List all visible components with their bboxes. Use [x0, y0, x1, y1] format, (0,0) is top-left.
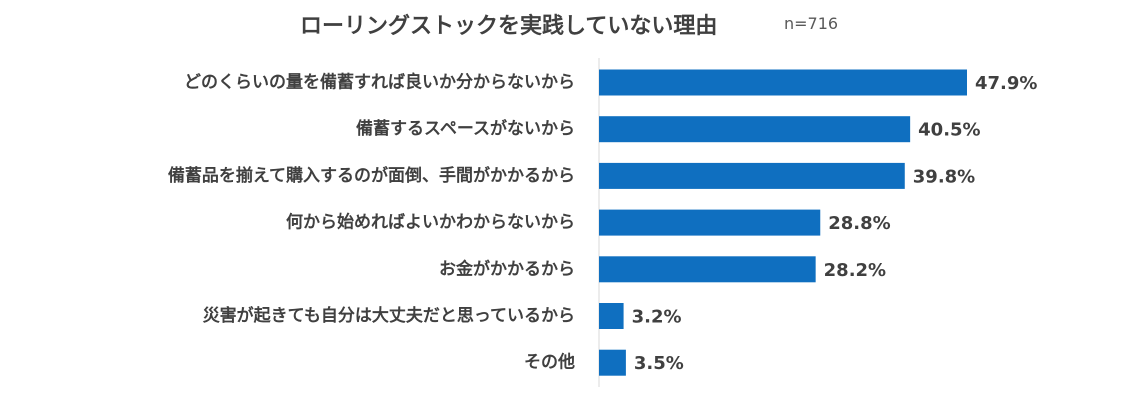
category-label: 災害が起きても自分は大丈夫だと思っているから [203, 305, 575, 326]
category-label: どのくらいの量を備蓄すれば良いか分からないから [184, 72, 575, 93]
chart-title: ローリングストックを実践していない理由 [300, 14, 718, 39]
category-label: お金がかかるから [439, 258, 575, 279]
bar [599, 162, 905, 189]
bar [599, 209, 821, 236]
bar [599, 69, 967, 96]
value-label: 47.9% [975, 73, 1037, 94]
chart-title-area: ローリングストックを実践していない理由 n=716 [0, 6, 1123, 40]
value-label: 40.5% [918, 120, 980, 141]
sample-size: n=716 [784, 14, 839, 33]
category-label: 備蓄するスペースがないから [356, 118, 575, 139]
bar [599, 303, 624, 329]
value-label: 28.8% [828, 213, 890, 234]
value-label: 39.8% [913, 166, 975, 187]
category-label: その他 [524, 352, 575, 373]
bar [599, 349, 626, 376]
value-label: 3.2% [632, 307, 682, 328]
bar [599, 116, 911, 143]
category-label: 備蓄品を揃えて購入するのが面倒、手間がかかるから [168, 165, 575, 186]
category-label: 何から始めればよいかわからないから [286, 212, 575, 233]
value-label: 28.2% [824, 260, 886, 281]
value-label: 3.5% [634, 353, 684, 374]
bar [599, 256, 816, 283]
